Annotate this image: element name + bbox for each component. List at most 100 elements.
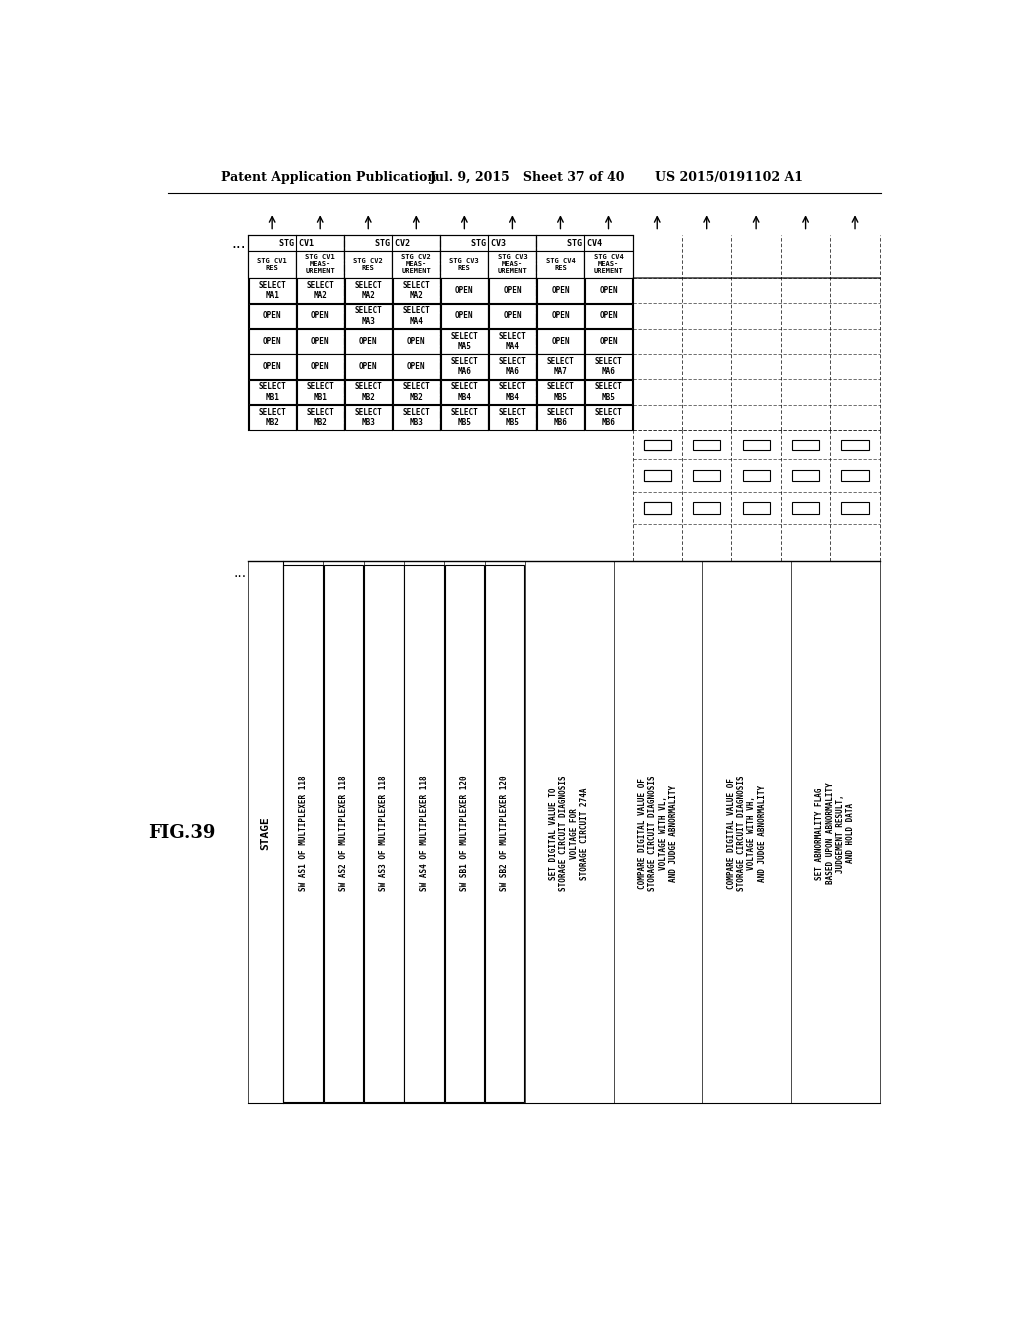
Text: STG CV4: STG CV4 (567, 239, 602, 248)
Bar (842, 503, 868, 513)
Text: OPEN: OPEN (455, 312, 473, 321)
Bar (440, 304, 488, 329)
Text: SELECT
MB2: SELECT MB2 (354, 383, 382, 401)
Text: OPEN: OPEN (263, 337, 282, 346)
Bar (404, 565, 443, 1102)
Bar (392, 405, 440, 430)
Bar (440, 380, 488, 404)
Bar (742, 470, 770, 482)
Bar (644, 440, 671, 450)
Text: OPEN: OPEN (408, 362, 426, 371)
Text: STG CV3
RES: STG CV3 RES (450, 257, 479, 271)
Text: SELECT
MA6: SELECT MA6 (451, 356, 478, 376)
Bar (537, 405, 584, 430)
Text: SELECT
MB1: SELECT MB1 (306, 383, 334, 401)
Bar (537, 329, 584, 354)
Text: SELECT
MB5: SELECT MB5 (499, 408, 526, 428)
Text: SW AS1 OF MULTIPLEXER 118: SW AS1 OF MULTIPLEXER 118 (299, 775, 307, 891)
Text: SELECT
MB1: SELECT MB1 (258, 383, 286, 401)
Bar (392, 251, 440, 277)
Bar (842, 470, 868, 482)
Bar (392, 304, 440, 329)
Text: SW AS2 OF MULTIPLEXER 118: SW AS2 OF MULTIPLEXER 118 (339, 775, 348, 891)
Text: OPEN: OPEN (599, 337, 617, 346)
Text: SW AS4 OF MULTIPLEXER 118: SW AS4 OF MULTIPLEXER 118 (420, 775, 429, 891)
Text: OPEN: OPEN (263, 312, 282, 321)
Bar (537, 235, 633, 251)
Bar (345, 329, 392, 354)
Text: STG CV2: STG CV2 (375, 239, 410, 248)
Bar (585, 304, 632, 329)
Text: COMPARE DIGITAL VALUE OF
STORAGE CIRCUIT DIAGNOSIS
VOLTAGE WITH VH,
AND JUDGE AB: COMPARE DIGITAL VALUE OF STORAGE CIRCUIT… (727, 775, 767, 891)
Text: SW AS3 OF MULTIPLEXER 118: SW AS3 OF MULTIPLEXER 118 (379, 775, 388, 891)
Text: COMPARE DIGITAL VALUE OF
STORAGE CIRCUIT DIAGNOSIS
VOLTAGE WITH VL,
AND JUDGE AB: COMPARE DIGITAL VALUE OF STORAGE CIRCUIT… (638, 775, 678, 891)
Bar (297, 405, 344, 430)
Bar (742, 503, 770, 513)
Text: STG CV1
RES: STG CV1 RES (257, 257, 287, 271)
Bar (392, 380, 440, 404)
Text: SELECT
MA2: SELECT MA2 (402, 281, 430, 300)
Bar (249, 354, 296, 379)
Bar (249, 329, 296, 354)
Bar (792, 470, 819, 482)
Text: OPEN: OPEN (311, 312, 330, 321)
Text: STG CV3
MEAS-
UREMENT: STG CV3 MEAS- UREMENT (498, 255, 527, 275)
Text: SET DIGITAL VALUE TO
STORAGE CIRCUIT DIAGNOSIS
VOLTAGE FOR
STORAGE CIRCUIT 274A: SET DIGITAL VALUE TO STORAGE CIRCUIT DIA… (549, 775, 589, 891)
Bar (444, 565, 484, 1102)
Text: OPEN: OPEN (503, 286, 521, 294)
Text: US 2015/0191102 A1: US 2015/0191102 A1 (655, 172, 803, 185)
Bar (248, 251, 296, 277)
Text: SELECT
MA4: SELECT MA4 (499, 331, 526, 351)
Bar (440, 405, 488, 430)
Bar (392, 329, 440, 354)
Bar (392, 279, 440, 302)
Bar (537, 354, 584, 379)
Text: SELECT
MB2: SELECT MB2 (306, 408, 334, 428)
Bar (324, 565, 364, 1102)
Bar (585, 405, 632, 430)
Bar (440, 235, 537, 251)
Text: OPEN: OPEN (551, 337, 569, 346)
Text: OPEN: OPEN (311, 362, 330, 371)
Bar (644, 470, 671, 482)
Text: SELECT
MB4: SELECT MB4 (499, 383, 526, 401)
Bar (488, 405, 536, 430)
Text: SW SB1 OF MULTIPLEXER 120: SW SB1 OF MULTIPLEXER 120 (460, 775, 469, 891)
Bar (585, 279, 632, 302)
Bar (440, 279, 488, 302)
Text: SELECT
MA5: SELECT MA5 (451, 331, 478, 351)
Text: SELECT
MA1: SELECT MA1 (258, 281, 286, 300)
Bar (644, 503, 671, 513)
Bar (364, 565, 403, 1102)
Bar (585, 329, 632, 354)
Bar (440, 251, 488, 277)
Bar (344, 251, 392, 277)
Text: SELECT
MB4: SELECT MB4 (451, 383, 478, 401)
Text: OPEN: OPEN (359, 362, 378, 371)
Text: OPEN: OPEN (455, 286, 473, 294)
Bar (249, 380, 296, 404)
Bar (792, 440, 819, 450)
Bar (485, 565, 524, 1102)
Bar (297, 279, 344, 302)
Bar (644, 470, 671, 482)
Text: SELECT
MA4: SELECT MA4 (402, 306, 430, 326)
Bar (296, 251, 344, 277)
Text: SELECT
MB5: SELECT MB5 (547, 383, 574, 401)
Bar (345, 405, 392, 430)
Text: OPEN: OPEN (551, 286, 569, 294)
Text: STG CV1
MEAS-
UREMENT: STG CV1 MEAS- UREMENT (305, 255, 335, 275)
Text: SELECT
MA2: SELECT MA2 (306, 281, 334, 300)
Text: SELECT
MB3: SELECT MB3 (354, 408, 382, 428)
Bar (537, 380, 584, 404)
Bar (297, 354, 344, 379)
Text: OPEN: OPEN (503, 312, 521, 321)
Text: OPEN: OPEN (551, 312, 569, 321)
Bar (842, 440, 868, 450)
Text: STG CV3: STG CV3 (471, 239, 506, 248)
Bar (488, 329, 536, 354)
Text: SELECT
MA7: SELECT MA7 (547, 356, 574, 376)
Text: SELECT
MB2: SELECT MB2 (402, 383, 430, 401)
Text: OPEN: OPEN (408, 337, 426, 346)
Bar (488, 304, 536, 329)
